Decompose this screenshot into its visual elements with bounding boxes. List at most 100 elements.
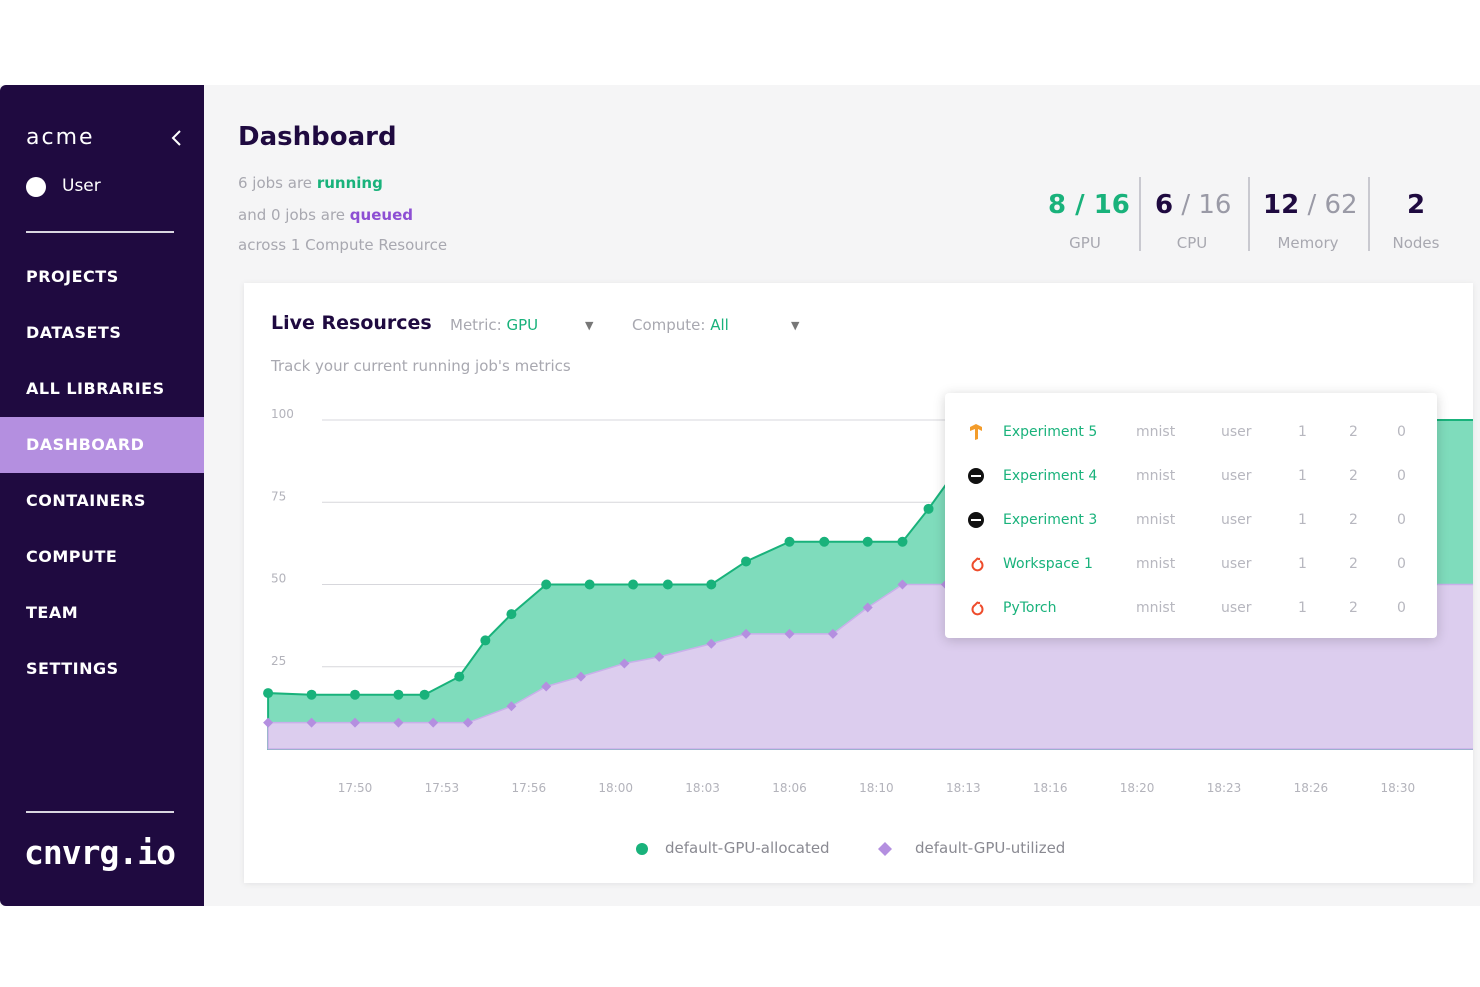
x-tick-label: 18:16 bbox=[1033, 781, 1068, 795]
x-tick-label: 18:23 bbox=[1207, 781, 1242, 795]
user-name[interactable]: User bbox=[62, 176, 101, 196]
nodes-value: 2 bbox=[1406, 190, 1426, 220]
jobs-popup: Experiment 5 mnist user 1 2 0 Experiment 4 mnis… bbox=[945, 393, 1437, 638]
allocated-point bbox=[923, 503, 934, 514]
gpu-label: GPU bbox=[1069, 234, 1101, 252]
gpu-total: 16 bbox=[1093, 190, 1130, 220]
job-count: 0 bbox=[1397, 556, 1406, 572]
utilized-point bbox=[619, 658, 630, 669]
sidebar-item-dashboard[interactable]: DASHBOARD bbox=[0, 417, 204, 473]
job-user: user bbox=[1221, 468, 1252, 484]
sidebar-item-containers[interactable]: CONTAINERS bbox=[26, 491, 146, 510]
cnvrg-icon bbox=[968, 468, 984, 484]
utilized-point bbox=[462, 717, 473, 728]
avatar[interactable] bbox=[26, 177, 46, 197]
allocated-point bbox=[393, 689, 404, 700]
sidebar-item-compute[interactable]: COMPUTE bbox=[26, 547, 118, 566]
allocated-point bbox=[819, 536, 830, 547]
job-count: 2 bbox=[1349, 512, 1358, 528]
job-row[interactable]: Experiment 5 mnist user 1 2 0 bbox=[945, 410, 1437, 454]
x-tick-label: 18:26 bbox=[1294, 781, 1329, 795]
allocated-point bbox=[506, 609, 517, 620]
sidebar-nav: PROJECTS DATASETS ALL LIBRARIES DASHBOARD CO… bbox=[0, 249, 204, 697]
sidebar-item-team[interactable]: TEAM bbox=[26, 603, 79, 622]
allocated-point bbox=[706, 579, 717, 590]
gpu-stat: 8 / 16 GPU bbox=[1048, 190, 1130, 252]
allocated-point bbox=[350, 689, 360, 700]
chevron-left-icon[interactable] bbox=[168, 129, 186, 147]
allocated-point bbox=[419, 689, 430, 700]
allocated-point bbox=[480, 635, 491, 646]
cpu-label: CPU bbox=[1176, 234, 1208, 252]
allocated-point bbox=[541, 579, 552, 590]
job-row[interactable]: PyTorch mnist user 1 2 0 bbox=[945, 586, 1437, 630]
utilized-point bbox=[541, 681, 552, 692]
job-name[interactable]: PyTorch bbox=[1003, 600, 1057, 616]
running-status: running bbox=[316, 174, 383, 192]
memory-used: 12 bbox=[1263, 190, 1300, 220]
job-dataset: mnist bbox=[1136, 556, 1176, 572]
job-count: 1 bbox=[1298, 556, 1307, 572]
cpu-stat-value: 6 / 16 bbox=[1155, 190, 1232, 220]
metric-dropdown[interactable]: Metric: GPU bbox=[450, 316, 538, 334]
compute-dropdown[interactable]: Compute: All bbox=[632, 316, 729, 334]
sidebar-item-all-libraries[interactable]: ALL LIBRARIES bbox=[26, 379, 165, 398]
pytorch-icon bbox=[971, 601, 984, 616]
summary-running: 6 jobs are running bbox=[238, 174, 383, 192]
job-count: 2 bbox=[1349, 556, 1358, 572]
x-tick-label: 17:53 bbox=[425, 781, 460, 795]
job-row[interactable]: Experiment 3 mnist user 1 2 0 bbox=[945, 498, 1437, 542]
y-tick-label: 25 bbox=[271, 654, 286, 668]
utilized-point bbox=[263, 717, 274, 728]
utilized-point bbox=[862, 602, 873, 613]
job-count: 0 bbox=[1397, 424, 1406, 440]
job-count: 1 bbox=[1298, 424, 1307, 440]
allocated-point bbox=[306, 689, 317, 700]
job-count: 1 bbox=[1298, 512, 1307, 528]
divider bbox=[1248, 177, 1250, 251]
summary-text: 6 jobs are bbox=[238, 174, 313, 192]
sidebar-item-projects[interactable]: PROJECTS bbox=[26, 267, 119, 286]
job-user: user bbox=[1221, 424, 1252, 440]
job-dataset: mnist bbox=[1136, 512, 1176, 528]
card-title: Live Resources bbox=[271, 312, 432, 334]
memory-stat-value: 12 / 62 bbox=[1263, 190, 1358, 220]
legend-allocated: default-GPU-allocated bbox=[665, 839, 830, 857]
y-tick-label: 75 bbox=[271, 489, 286, 503]
allocated-point bbox=[662, 579, 673, 590]
compute-value: All bbox=[710, 316, 729, 334]
org-name: acme bbox=[26, 125, 95, 150]
x-tick-label: 17:50 bbox=[338, 781, 373, 795]
gpu-sep: / bbox=[1066, 190, 1094, 220]
job-row[interactable]: Experiment 4 mnist user 1 2 0 bbox=[945, 454, 1437, 498]
utilized-point bbox=[575, 671, 586, 682]
job-row[interactable]: Workspace 1 mnist user 1 2 0 bbox=[945, 542, 1437, 586]
job-name[interactable]: Experiment 3 bbox=[1003, 512, 1098, 528]
job-name[interactable]: Workspace 1 bbox=[1003, 556, 1093, 572]
cnvrg-icon bbox=[968, 512, 984, 528]
job-user: user bbox=[1221, 512, 1252, 528]
job-name[interactable]: Experiment 4 bbox=[1003, 468, 1098, 484]
metric-label: Metric: bbox=[450, 316, 502, 334]
allocated-point bbox=[897, 536, 908, 547]
x-tick-label: 18:00 bbox=[598, 781, 633, 795]
chevron-down-icon[interactable]: ▼ bbox=[585, 319, 594, 332]
job-count: 0 bbox=[1397, 600, 1406, 616]
allocated-point bbox=[584, 579, 595, 590]
x-tick-label: 18:03 bbox=[685, 781, 720, 795]
gpu-stat-value: 8 / 16 bbox=[1048, 190, 1130, 220]
app-window: acme User PROJECTS DATASETS ALL LIBRARIES D… bbox=[0, 85, 1480, 906]
memory-stat: 12 / 62 Memory bbox=[1263, 190, 1358, 252]
cpu-total: 16 bbox=[1198, 190, 1232, 220]
gpu-used: 8 bbox=[1048, 190, 1067, 220]
job-dataset: mnist bbox=[1136, 600, 1176, 616]
y-tick-label: 100 bbox=[271, 407, 294, 421]
job-name[interactable]: Experiment 5 bbox=[1003, 424, 1098, 440]
metric-value: GPU bbox=[506, 316, 539, 334]
sidebar: acme User PROJECTS DATASETS ALL LIBRARIES D… bbox=[0, 85, 204, 906]
chevron-down-icon[interactable]: ▼ bbox=[791, 319, 800, 332]
sidebar-item-settings[interactable]: SETTINGS bbox=[26, 659, 119, 678]
sidebar-item-datasets[interactable]: DATASETS bbox=[26, 323, 122, 342]
utilized-point bbox=[827, 628, 838, 639]
allocated-point bbox=[784, 536, 795, 547]
